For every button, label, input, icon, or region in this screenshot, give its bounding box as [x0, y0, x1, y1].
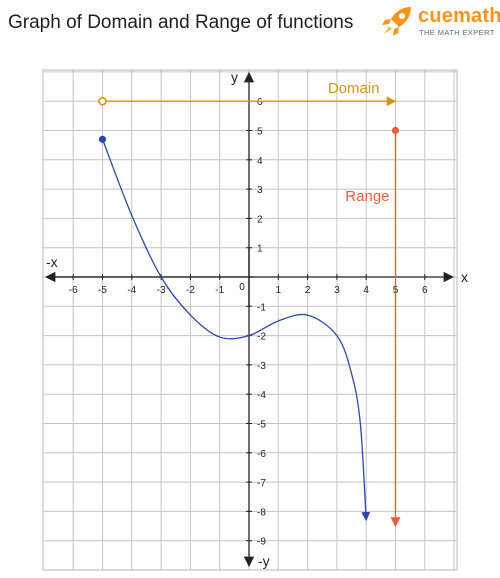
y-tick-label: -4: [257, 390, 266, 401]
range-label: Range: [345, 188, 389, 205]
y-tick-label: 6: [257, 97, 263, 108]
y-tick-label: -8: [257, 507, 266, 518]
y-tick-label: -6: [257, 449, 266, 460]
y-tick-label: -5: [257, 420, 266, 431]
y-tick-label: 3: [257, 185, 263, 196]
y-tick-label: -3: [257, 361, 266, 372]
brand-name: cuemath: [418, 5, 500, 27]
x-tick-label: -5: [98, 285, 107, 296]
tick-labels: -6 -5 -4 -3 -2 -1 0 1 2 3 4 5 6 -9 -8 -7 -6 -5 -4 -3 -2 -1 1 2 3…: [46, 69, 468, 569]
y-tick-label: -2: [257, 332, 266, 343]
x-tick-label: 0: [239, 282, 245, 293]
x-negative-axis-label: -x: [46, 254, 58, 270]
page-title: Graph of Domain and Range of functions: [8, 12, 354, 33]
plot-border: [42, 69, 458, 571]
axes: [44, 71, 455, 568]
x-tick-label: 6: [422, 285, 428, 296]
y-tick-label: 2: [257, 214, 263, 225]
x-tick-label: -2: [186, 285, 195, 296]
x-tick-label: 1: [276, 285, 282, 296]
y-tick-label: -7: [257, 478, 266, 489]
x-tick-label: -4: [127, 285, 136, 296]
y-negative-axis-label: -y: [258, 553, 270, 569]
x-tick-label: 2: [305, 285, 311, 296]
x-axis-label: x: [461, 269, 468, 285]
brand-tagline: THE MATH EXPERT: [419, 28, 495, 37]
domain-start-point: [98, 96, 107, 106]
y-tick-label: 1: [257, 244, 263, 255]
y-tick-label: 5: [257, 127, 263, 138]
y-tick-label: -9: [257, 537, 266, 548]
function-curve: [101, 139, 371, 522]
x-tick-label: -1: [215, 285, 224, 296]
rocket-icon: [382, 7, 411, 36]
series: [98, 135, 371, 522]
annotations: Domain Range: [98, 80, 401, 528]
x-tick-label: -6: [69, 285, 78, 296]
y-tick-label: 4: [257, 156, 263, 167]
domain-label: Domain: [328, 80, 380, 97]
curve-start-point: [98, 135, 107, 143]
x-tick-label: 3: [334, 285, 340, 296]
y-tick-label: -1: [257, 302, 266, 313]
x-tick-label: 4: [363, 285, 369, 296]
range-start-point: [391, 126, 400, 135]
y-axis-label: y: [231, 69, 238, 85]
x-tick-label: -3: [157, 285, 166, 296]
cuemath-logo: cuemath THE MATH EXPERT: [380, 4, 500, 42]
